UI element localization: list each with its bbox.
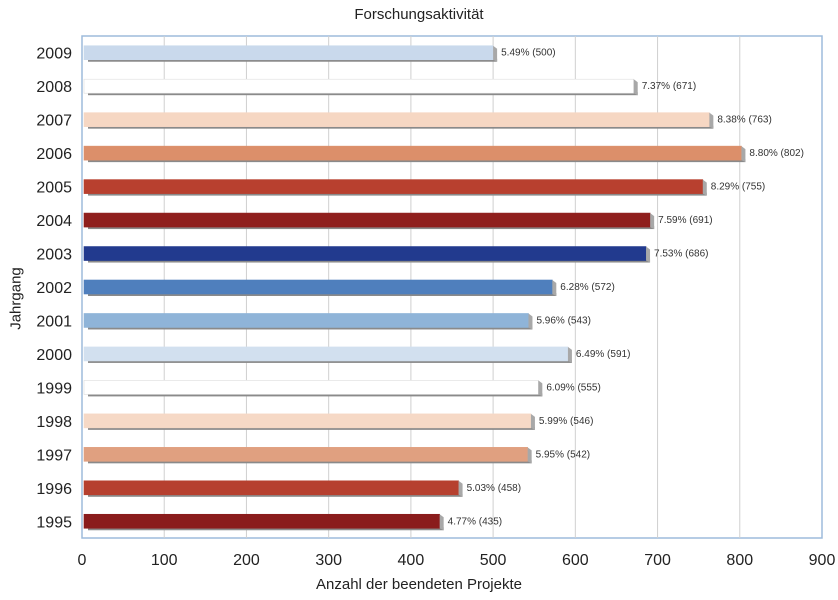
bar [83, 246, 647, 261]
y-tick-label: 2004 [36, 213, 72, 230]
data-label: 6.28% (572) [560, 282, 614, 293]
y-tick-label: 2009 [36, 46, 72, 63]
y-tick-label: 1996 [36, 481, 72, 498]
bar-end-cap [650, 213, 655, 230]
data-label: 7.37% (671) [642, 81, 696, 92]
bar [83, 513, 440, 529]
x-tick-label: 500 [480, 552, 507, 569]
y-tick-label: 1998 [36, 414, 72, 431]
bar-end-cap [702, 179, 707, 196]
bar-shadow [88, 259, 651, 263]
x-tick-label: 700 [644, 552, 671, 569]
bar-end-cap [458, 480, 463, 497]
bar [83, 313, 529, 328]
y-tick-label: 1995 [36, 514, 72, 531]
bar [83, 45, 494, 61]
data-label: 8.38% (763) [717, 115, 771, 126]
bar-shadow [88, 293, 557, 296]
data-label: 7.59% (691) [658, 215, 712, 226]
y-axis-label: Jahrgang [7, 267, 25, 330]
bar-shadow [88, 125, 714, 129]
data-label: 5.96% (543) [536, 315, 590, 326]
bar-shadow [88, 493, 463, 497]
bar-end-cap [567, 346, 572, 363]
bar-end-cap [528, 313, 533, 330]
bar-end-cap [527, 447, 532, 464]
bar-shadow [88, 58, 498, 62]
bar-shadow [88, 192, 707, 196]
bar-end-cap [538, 380, 543, 397]
y-tick-label: 1997 [36, 447, 72, 464]
bar-end-cap [646, 246, 651, 263]
y-tick-label: 2005 [36, 180, 72, 197]
data-label: 6.09% (555) [546, 382, 600, 393]
bar-end-cap [552, 280, 557, 296]
bar-shadow [88, 92, 638, 96]
y-tick-label: 2001 [36, 313, 72, 330]
bar-end-cap [530, 413, 535, 430]
data-label: 8.29% (755) [711, 182, 765, 193]
data-label: 6.49% (591) [576, 349, 630, 360]
y-tick-label: 2003 [36, 247, 72, 264]
bar [83, 145, 742, 161]
bar [83, 480, 459, 496]
bar [83, 279, 553, 295]
bar-end-cap [709, 112, 714, 129]
data-label: 5.95% (542) [536, 449, 590, 460]
y-tick-label: 2006 [36, 146, 72, 163]
data-label: 5.03% (458) [467, 483, 521, 494]
bar-shadow [88, 326, 533, 330]
bar-shadow [88, 226, 655, 230]
bar [83, 447, 528, 462]
x-tick-label: 200 [233, 552, 260, 569]
x-axis-label: Anzahl der beendeten Projekte [316, 576, 522, 593]
data-label: 4.77% (435) [448, 516, 502, 527]
bar [83, 413, 532, 429]
bar-end-cap [493, 45, 498, 62]
bar-end-cap [633, 79, 638, 96]
chart-title: Forschungsaktivität [354, 6, 484, 23]
x-tick-label: 400 [398, 552, 425, 569]
bar [83, 212, 651, 228]
y-tick-label: 2007 [36, 113, 72, 130]
bar-shadow [88, 426, 535, 430]
x-tick-label: 300 [315, 552, 342, 569]
bar-shadow [88, 359, 572, 363]
data-label: 5.99% (546) [539, 416, 593, 427]
x-tick-label: 600 [562, 552, 589, 569]
y-tick-label: 2008 [36, 79, 72, 96]
data-label: 8.80% (802) [749, 148, 803, 159]
bar-shadow [88, 159, 746, 163]
y-tick-label: 2000 [36, 347, 72, 364]
bar-shadow [88, 527, 444, 531]
bar [83, 112, 710, 127]
x-tick-label: 800 [726, 552, 753, 569]
data-label: 5.49% (500) [501, 48, 555, 59]
data-label: 7.53% (686) [654, 249, 708, 260]
y-tick-label: 1999 [36, 380, 72, 397]
bar-end-cap [439, 514, 444, 531]
bar-shadow [88, 460, 532, 464]
bar [83, 346, 569, 362]
x-tick-label: 0 [78, 552, 87, 569]
bar [83, 179, 704, 194]
bar [83, 78, 635, 94]
bar-shadow [88, 393, 543, 397]
bar [83, 380, 539, 395]
x-tick-label: 100 [151, 552, 178, 569]
bar-end-cap [741, 146, 746, 163]
x-tick-label: 900 [809, 552, 836, 569]
y-tick-label: 2002 [36, 280, 72, 297]
